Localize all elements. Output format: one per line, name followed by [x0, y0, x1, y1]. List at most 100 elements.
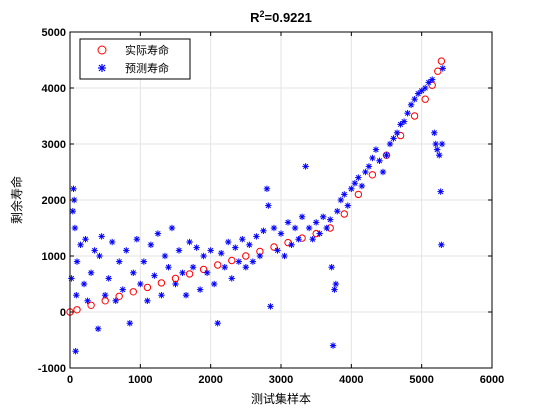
predicted-point: [376, 157, 383, 164]
predicted-point: [73, 258, 81, 265]
title-base: R: [250, 10, 260, 25]
actual-point: [354, 190, 363, 199]
predicted-point: [291, 224, 299, 232]
actual-point: [228, 256, 236, 265]
predicted-point: [386, 140, 394, 148]
predicted-point: [203, 269, 211, 276]
predicted-point: [82, 236, 89, 243]
predicted-point: [390, 135, 397, 142]
predicted-point: [332, 280, 340, 288]
predicted-point: [323, 224, 330, 232]
predicted-point: [179, 269, 186, 276]
predicted-point: [182, 292, 190, 299]
actual-point: [157, 279, 166, 287]
predicted-point: [210, 280, 218, 288]
predicted-point: [218, 250, 225, 257]
series-predicted: [68, 65, 446, 355]
predicted-point: [260, 227, 267, 234]
predicted-point: [265, 202, 272, 209]
predicted-point: [116, 258, 123, 265]
actual-point: [396, 131, 405, 140]
predicted-point: [436, 152, 443, 159]
actual-point: [340, 210, 348, 218]
predicted-point: [196, 286, 204, 293]
predicted-point: [425, 79, 432, 86]
y-axis-label: 剩余寿命: [9, 176, 24, 224]
actual-point: [437, 57, 446, 65]
actual-point: [143, 283, 152, 292]
actual-point: [115, 292, 123, 300]
predicted-point: [200, 252, 207, 260]
predicted-point: [140, 258, 148, 265]
x-tick-label: 6000: [480, 374, 504, 386]
predicted-point: [351, 180, 359, 187]
legend-label-actual: 实际寿命: [125, 43, 169, 57]
y-tick-label: -1000: [38, 363, 66, 375]
predicted-point: [407, 101, 415, 108]
predicted-point: [232, 244, 239, 251]
y-tick-label: 1000: [42, 251, 66, 263]
predicted-point: [348, 185, 355, 192]
title-superscript: 2: [260, 9, 265, 19]
predicted-point: [312, 219, 320, 226]
predicted-point: [137, 280, 144, 288]
predicted-point: [369, 154, 376, 162]
legend-marker-predicted: [98, 64, 106, 72]
predicted-point: [295, 236, 302, 243]
predicted-point: [334, 208, 341, 215]
predicted-point: [432, 140, 439, 148]
x-ticks: 0 1000 2000 3000 4000 5000 6000: [67, 32, 504, 386]
predicted-point: [358, 182, 366, 190]
predicted-point: [193, 244, 200, 251]
legend-box: [79, 38, 191, 80]
predicted-point: [316, 230, 323, 237]
actual-point: [214, 261, 222, 269]
predicted-point: [101, 292, 109, 299]
predicted-point: [96, 252, 103, 260]
actual-point: [199, 265, 208, 274]
predicted-point: [242, 264, 250, 271]
predicted-point: [94, 325, 102, 332]
predicted-point: [414, 90, 422, 97]
predicted-point: [320, 213, 327, 220]
predicted-point: [372, 146, 380, 153]
actual-point: [171, 274, 180, 283]
predicted-point: [126, 320, 133, 327]
predicted-point: [133, 236, 141, 243]
predicted-point: [246, 241, 253, 248]
predicted-point: [256, 252, 264, 260]
predicted-point: [437, 188, 444, 195]
predicted-point: [429, 76, 436, 83]
predicted-point: [355, 174, 362, 181]
actual-point: [73, 306, 81, 314]
y-tick-label: 3000: [42, 139, 66, 151]
predicted-point: [154, 230, 162, 237]
predicted-point: [147, 241, 155, 248]
predicted-point: [433, 146, 441, 153]
series-actual: [66, 57, 446, 316]
predicted-point: [73, 292, 80, 299]
actual-point: [185, 270, 194, 278]
predicted-point: [344, 202, 352, 209]
predicted-point: [393, 129, 401, 136]
predicted-point: [151, 272, 158, 279]
predicted-point: [144, 297, 151, 304]
predicted-point: [172, 280, 179, 288]
actual-point: [242, 252, 250, 260]
predicted-point: [168, 224, 176, 232]
actual-point: [434, 67, 442, 75]
predicted-point: [397, 121, 404, 128]
predicted-point: [186, 238, 193, 246]
predicted-point: [158, 292, 165, 299]
predicted-point: [379, 168, 387, 176]
actual-point: [129, 288, 138, 296]
predicted-point: [302, 163, 309, 170]
predicted-point: [365, 163, 373, 170]
predicted-point: [298, 213, 306, 220]
predicted-point: [214, 320, 221, 327]
predicted-point: [309, 236, 316, 243]
predicted-point: [253, 233, 260, 240]
predicted-point: [439, 65, 446, 72]
legend-marker-actual: [97, 45, 107, 55]
